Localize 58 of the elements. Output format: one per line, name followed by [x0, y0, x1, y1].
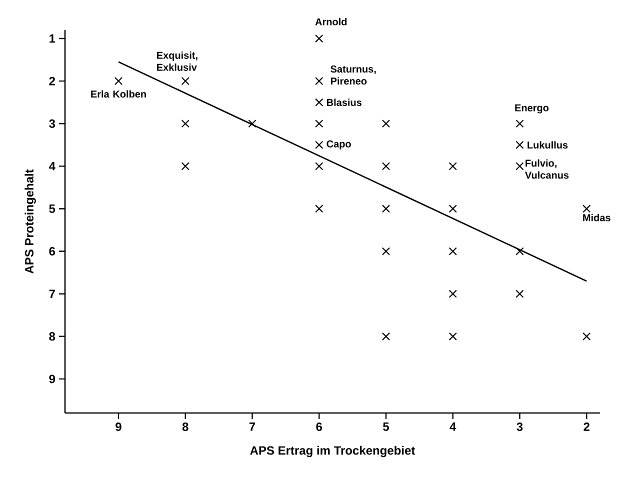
point — [516, 120, 524, 128]
y-tick-label: 7 — [49, 290, 55, 298]
annotation: Lukullus — [528, 141, 568, 149]
y-tick-label: 2 — [49, 76, 55, 86]
point — [448, 162, 457, 170]
y-tick-label: 9 — [49, 374, 56, 384]
annotation: Capo — [326, 140, 351, 150]
x-tick-label: 6 — [316, 422, 322, 432]
point — [114, 76, 123, 86]
annotation: Saturnus, Pireneo — [330, 66, 376, 85]
point — [181, 120, 190, 128]
y-tick-label: 8 — [49, 332, 56, 341]
x-tick-label: 3 — [516, 422, 523, 432]
point — [516, 247, 524, 256]
point — [516, 290, 524, 298]
x-tick-label: 5 — [383, 422, 389, 431]
x-tick-label: 7 — [249, 422, 256, 431]
x-axis-title: APS Ertrag im Trockengebiet — [250, 446, 416, 458]
x-tick-label: 2 — [584, 422, 590, 431]
y-axis-title: APS Proteingehalt — [24, 169, 36, 274]
point — [582, 332, 591, 340]
point — [315, 162, 324, 170]
annotation: Midas — [583, 214, 610, 222]
point — [181, 162, 190, 170]
point — [315, 98, 324, 106]
y-tick-label: 1 — [50, 34, 56, 43]
point — [582, 204, 591, 213]
y-tick-label: 6 — [49, 247, 56, 256]
point — [315, 76, 324, 86]
annotation: Blasius — [326, 98, 362, 106]
y-tick-label: 5 — [49, 204, 56, 213]
y-tick-label: 3 — [49, 119, 56, 128]
point — [382, 247, 390, 256]
x-tick-label: 9 — [116, 422, 122, 432]
point — [516, 140, 524, 149]
point — [315, 204, 324, 213]
point — [448, 247, 457, 256]
point — [448, 290, 457, 298]
x-tick-label: 4 — [450, 422, 456, 431]
point — [315, 34, 324, 43]
point — [382, 162, 390, 170]
point — [315, 140, 324, 149]
annotation: Erla Kolben — [91, 90, 146, 98]
x-tick-label: 8 — [182, 422, 188, 432]
point — [382, 120, 390, 128]
point — [448, 332, 457, 340]
annotation: Exquisit, Exklusiv — [157, 52, 198, 71]
point — [382, 332, 390, 340]
annotation: Energo — [515, 104, 549, 114]
point — [448, 204, 457, 213]
point — [315, 120, 324, 128]
annotation: Arnold — [315, 18, 347, 26]
point — [382, 204, 390, 213]
point — [248, 120, 256, 128]
annotation: Fulvio, Vulcanus — [525, 159, 569, 179]
y-tick-label: 4 — [48, 162, 56, 170]
point — [516, 162, 524, 170]
point — [181, 76, 190, 86]
